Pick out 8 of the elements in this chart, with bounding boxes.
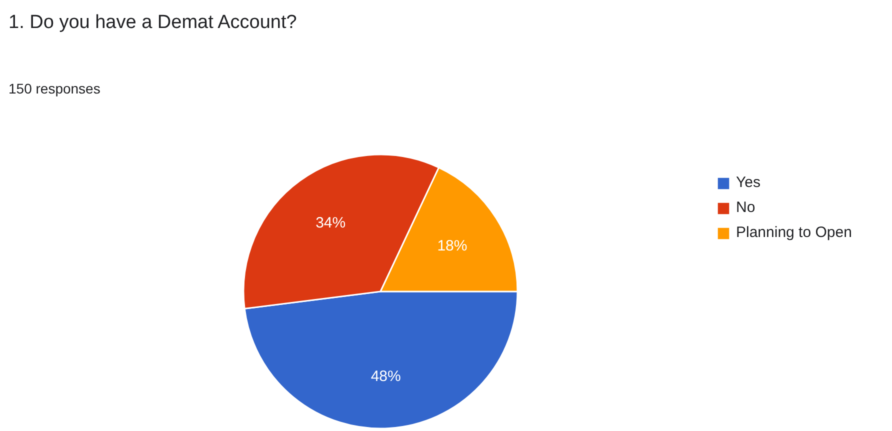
data-label: 18% — [437, 237, 468, 254]
legend-label: No — [736, 199, 756, 216]
data-label: 34% — [316, 214, 346, 232]
chart-title: 1. Do you have a Demat Account? — [8, 12, 297, 33]
data-label: 48% — [370, 368, 401, 385]
legend-label: Yes — [736, 174, 760, 191]
legend-label: Planning to Open — [736, 224, 852, 241]
text: 150 responses — [8, 80, 100, 96]
